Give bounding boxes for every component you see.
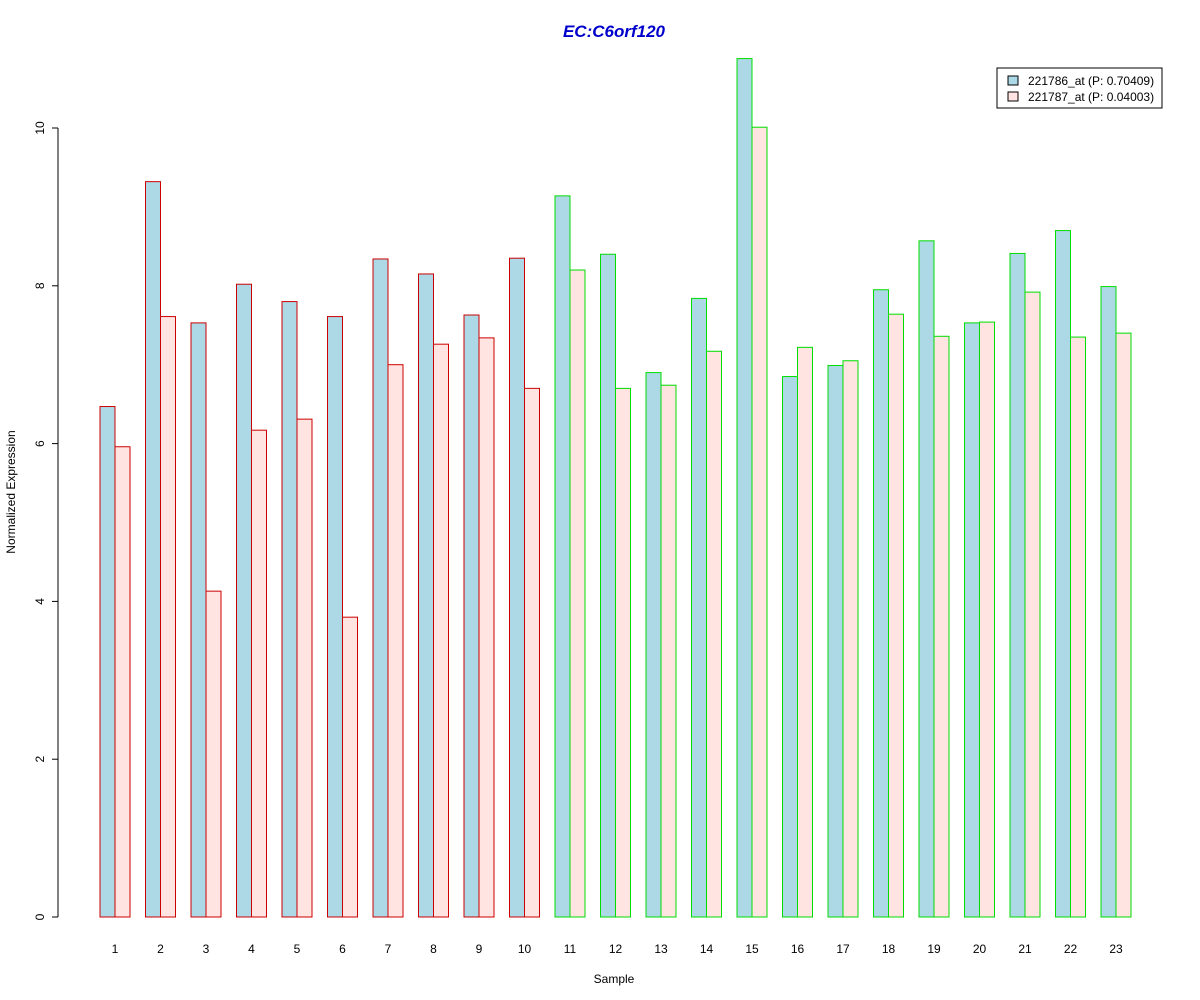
bar-series-0 xyxy=(964,322,980,918)
bar-series-1 xyxy=(1024,291,1041,918)
x-tick-label: 11 xyxy=(564,942,577,956)
x-tick-label: 4 xyxy=(248,942,255,956)
bar-series-1 xyxy=(706,350,722,918)
bar-series-0 xyxy=(99,406,116,918)
x-tick-label: 8 xyxy=(430,942,437,956)
bar-series-0 xyxy=(418,273,434,918)
bar-series-1 xyxy=(979,321,995,918)
x-tick-label: 12 xyxy=(609,942,623,956)
x-axis-label: Sample xyxy=(594,972,635,986)
bar-series-0 xyxy=(600,253,616,918)
x-tick-label: 21 xyxy=(1018,942,1032,956)
bar-series-1 xyxy=(660,384,677,918)
y-tick-label: 10 xyxy=(33,121,47,135)
x-tick-label: 1 xyxy=(112,942,119,956)
bar-series-0 xyxy=(463,314,480,918)
bar-series-0 xyxy=(645,372,662,918)
y-tick-label: 0 xyxy=(33,913,47,920)
x-tick-label: 2 xyxy=(157,942,164,956)
bar-series-1 xyxy=(114,446,131,918)
bar-series-0 xyxy=(1009,252,1026,918)
bar-series-1 xyxy=(387,364,404,918)
legend-label-0: 221786_at (P: 0.70409) xyxy=(1028,74,1154,88)
bar-series-0 xyxy=(1100,286,1117,918)
y-tick-label: 8 xyxy=(33,282,47,289)
y-axis-label: Normalized Expression xyxy=(4,430,18,553)
bar-series-1 xyxy=(1115,332,1132,918)
legend-swatch-0 xyxy=(1007,75,1019,86)
bar-series-0 xyxy=(236,283,252,918)
bar-series-1 xyxy=(160,316,176,918)
legend-swatch-1 xyxy=(1007,91,1019,102)
x-tick-label: 19 xyxy=(927,942,941,956)
bar-series-0 xyxy=(145,181,161,918)
y-tick-label: 4 xyxy=(33,598,47,605)
y-tick-label: 2 xyxy=(33,756,47,763)
legend-box xyxy=(996,67,1163,109)
bar-series-0 xyxy=(281,301,298,918)
bar-series-0 xyxy=(736,58,753,918)
bar-series-1 xyxy=(251,429,267,918)
bar-series-0 xyxy=(918,240,935,918)
bar-series-1 xyxy=(569,269,586,918)
bar-series-0 xyxy=(327,316,343,918)
bar-series-0 xyxy=(1055,230,1071,918)
x-tick-label: 5 xyxy=(294,942,301,956)
bar-series-0 xyxy=(554,195,571,918)
x-tick-label: 23 xyxy=(1109,942,1123,956)
bar-series-0 xyxy=(827,364,844,918)
y-axis: 0 2 4 6 8 10 xyxy=(33,121,59,920)
x-tick-label: 6 xyxy=(339,942,346,956)
bar-series-1 xyxy=(933,335,950,918)
bar-series-1 xyxy=(751,126,768,918)
legend-label-1: 221787_at (P: 0.04003) xyxy=(1028,90,1154,104)
y-tick-label: 6 xyxy=(33,440,47,447)
bar-series-0 xyxy=(509,257,525,918)
bar-series-0 xyxy=(190,322,207,918)
bar-series-1 xyxy=(888,313,904,918)
bar-series-1 xyxy=(478,337,495,918)
bar-series-0 xyxy=(372,258,389,918)
x-tick-labels: 1 2 3 4 5 6 7 8 9 10 11 12 13 14 15 16 17 18 19 20 21 22 23 xyxy=(112,942,1123,956)
x-tick-label: 16 xyxy=(791,942,805,956)
bar-series-1 xyxy=(205,590,222,918)
x-tick-label: 9 xyxy=(476,942,483,956)
bar-series-1 xyxy=(342,616,358,918)
bar-series-1 xyxy=(524,387,540,918)
bar-series-1 xyxy=(296,418,313,918)
x-tick-label: 15 xyxy=(745,942,759,956)
x-tick-label: 18 xyxy=(882,942,896,956)
bar-series-1 xyxy=(797,346,813,918)
x-tick-label: 3 xyxy=(203,942,210,956)
chart-title: EC:C6orf120 xyxy=(563,22,666,41)
legend: 221786_at (P: 0.70409) 221787_at (P: 0.0… xyxy=(996,67,1163,109)
bars-group xyxy=(99,58,1132,918)
x-tick-label: 22 xyxy=(1064,942,1078,956)
x-tick-label: 14 xyxy=(700,942,714,956)
bar-series-0 xyxy=(873,289,889,918)
bar-series-0 xyxy=(782,376,798,918)
bar-series-1 xyxy=(433,343,449,918)
x-tick-label: 13 xyxy=(654,942,668,956)
x-tick-label: 7 xyxy=(385,942,392,956)
bar-series-1 xyxy=(1070,336,1086,918)
bar-series-0 xyxy=(691,297,707,918)
bar-series-1 xyxy=(615,387,631,918)
x-tick-label: 10 xyxy=(518,942,532,956)
x-tick-label: 17 xyxy=(836,942,850,956)
x-tick-label: 20 xyxy=(973,942,987,956)
bar-series-1 xyxy=(842,360,859,918)
